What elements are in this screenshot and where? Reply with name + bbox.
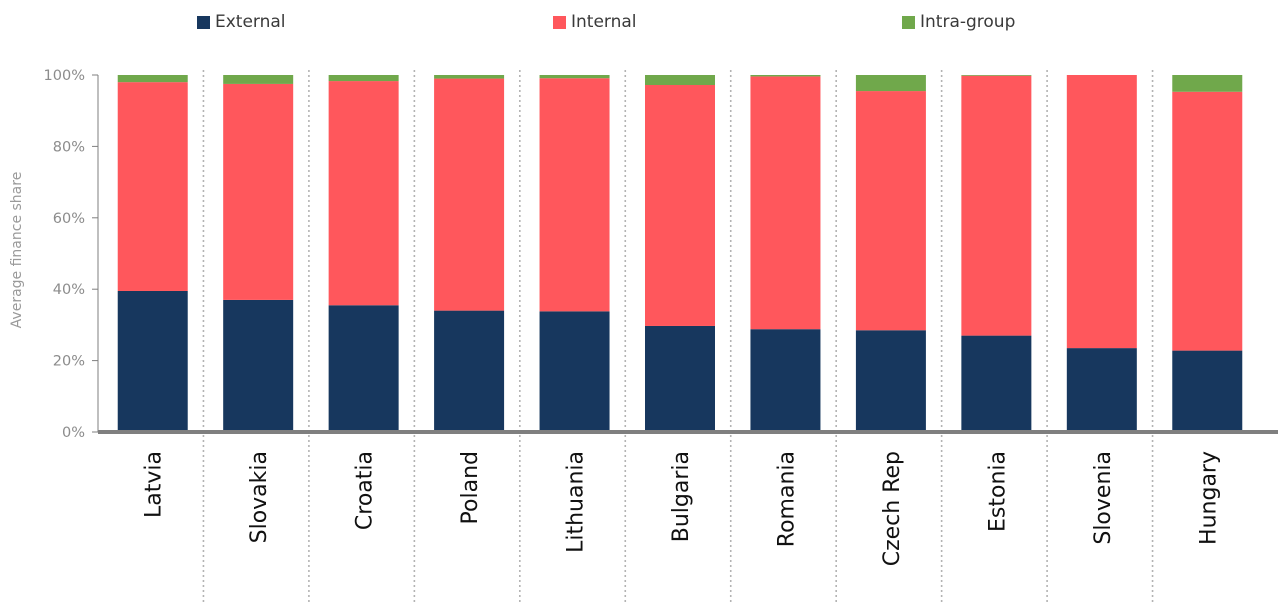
legend-label-external: External [215, 12, 286, 32]
legend: External Internal Intra-group [0, 12, 1285, 36]
bar-external-bulgaria [645, 325, 715, 432]
x-tick-label-hungary: Hungary [1196, 451, 1221, 545]
x-tick-label-lithuania: Lithuania [564, 451, 589, 553]
bar-intra-group-latvia [117, 75, 188, 83]
y-tick-label: 40% [53, 282, 85, 298]
legend-item-internal: Internal [553, 12, 637, 32]
bar-internal-latvia [117, 82, 188, 291]
x-tick-label-bulgaria: Bulgaria [669, 451, 694, 542]
x-tick-label-croatia: Croatia [353, 451, 378, 530]
legend-swatch-intra-group [902, 15, 915, 29]
bar-intra-group-estonia [961, 75, 1032, 76]
bar-internal-czech-rep [855, 91, 926, 331]
bar-internal-croatia [328, 81, 399, 306]
bar-intra-group-poland [434, 75, 505, 79]
bar-external-poland [434, 310, 505, 432]
legend-item-external: External [197, 12, 286, 32]
bar-external-latvia [117, 290, 188, 432]
legend-label-internal: Internal [571, 12, 637, 32]
y-tick-label: 80% [53, 139, 85, 155]
y-tick-label: 0% [62, 425, 85, 441]
legend-item-intra-group: Intra-group [902, 12, 1015, 32]
bar-internal-slovenia [1066, 75, 1137, 349]
bar-external-hungary [1172, 350, 1243, 432]
bar-external-romania [750, 329, 821, 432]
x-tick-label-latvia: Latvia [142, 451, 167, 518]
y-tick-label: 60% [53, 211, 85, 227]
legend-swatch-external [197, 15, 210, 29]
bar-external-croatia [328, 305, 399, 432]
bar-intra-group-czech-rep [855, 75, 926, 92]
x-tick-label-czech-rep: Czech Rep [880, 451, 905, 566]
bar-intra-group-bulgaria [645, 75, 715, 85]
x-tick-label-romania: Romania [774, 451, 799, 547]
bar-intra-group-hungary [1172, 75, 1243, 92]
legend-label-intra-group: Intra-group [920, 12, 1016, 32]
bar-internal-poland [434, 78, 505, 311]
y-tick-label: 100% [44, 68, 85, 84]
x-tick-label-slovenia: Slovenia [1091, 451, 1116, 545]
bar-intra-group-lithuania [539, 75, 610, 79]
bar-intra-group-romania [750, 75, 821, 77]
x-tick-label-slovakia: Slovakia [247, 451, 272, 543]
x-tick-label-poland: Poland [458, 451, 483, 524]
x-tick-label-estonia: Estonia [985, 451, 1010, 532]
bar-intra-group-slovakia [223, 75, 294, 84]
bar-internal-slovakia [223, 83, 294, 300]
bar-external-slovakia [223, 299, 294, 432]
y-axis-title: Average finance share [9, 172, 25, 329]
y-tick-label: 20% [53, 354, 85, 370]
bar-external-lithuania [539, 311, 610, 432]
bar-intra-group-croatia [328, 75, 399, 82]
bar-external-czech-rep [855, 330, 926, 432]
legend-swatch-internal [553, 15, 566, 29]
bar-internal-romania [750, 76, 821, 330]
bar-internal-estonia [961, 75, 1032, 336]
bar-external-estonia [961, 335, 1032, 432]
bar-external-slovenia [1066, 348, 1137, 432]
bar-internal-lithuania [539, 78, 610, 312]
bar-internal-bulgaria [645, 84, 715, 326]
bar-internal-hungary [1172, 91, 1243, 351]
